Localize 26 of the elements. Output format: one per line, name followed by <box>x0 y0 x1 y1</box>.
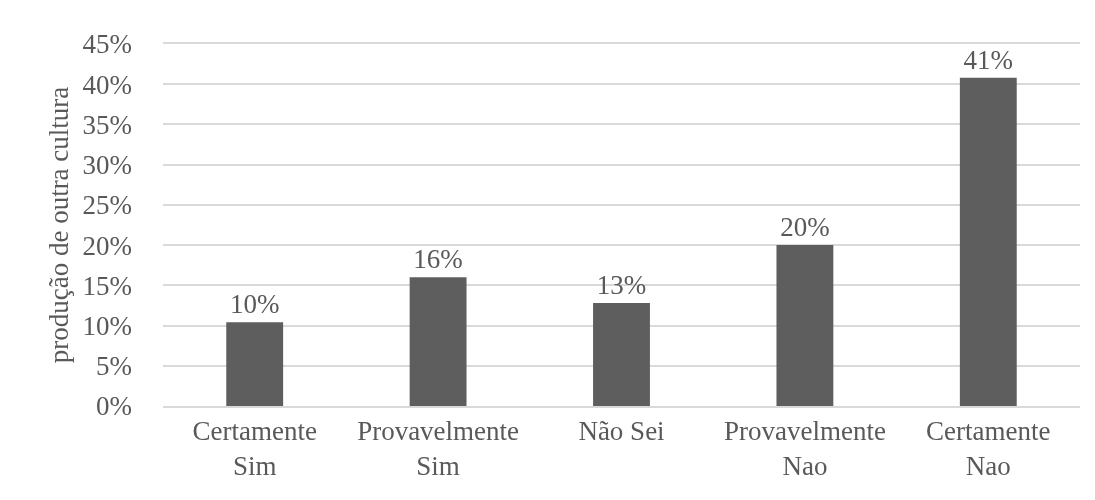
data-label: 20% <box>780 212 830 243</box>
bar <box>959 77 1017 406</box>
y-axis-title: produção de outra cultura <box>43 86 74 364</box>
x-tick-label: Provavelmente Nao <box>723 416 886 482</box>
data-label: 41% <box>963 44 1014 75</box>
y-tick-label: 25% <box>82 190 132 221</box>
y-tick-label: 20% <box>82 230 132 261</box>
y-tick-label: 0% <box>96 391 132 422</box>
bar <box>409 277 467 406</box>
x-tick-label: Certamente Nao <box>926 416 1051 482</box>
bar <box>776 245 834 406</box>
y-tick-label: 45% <box>82 29 132 60</box>
y-tick-label: 40% <box>82 69 132 100</box>
y-tick-label: 5% <box>96 351 132 382</box>
data-label: 16% <box>413 244 463 275</box>
x-tick-label: Provavelmente Sim <box>357 416 520 482</box>
data-label: 10% <box>229 289 280 320</box>
x-tick-label: Certamente Sim <box>192 416 317 482</box>
bar <box>226 322 284 406</box>
bar <box>593 303 650 406</box>
x-tick-label: Não Sei <box>578 416 665 447</box>
data-label: 13% <box>596 270 647 301</box>
y-tick-label: 30% <box>82 150 132 181</box>
y-tick-label: 35% <box>82 109 132 140</box>
y-tick-label: 10% <box>82 311 132 342</box>
y-tick-label: 15% <box>82 270 132 301</box>
